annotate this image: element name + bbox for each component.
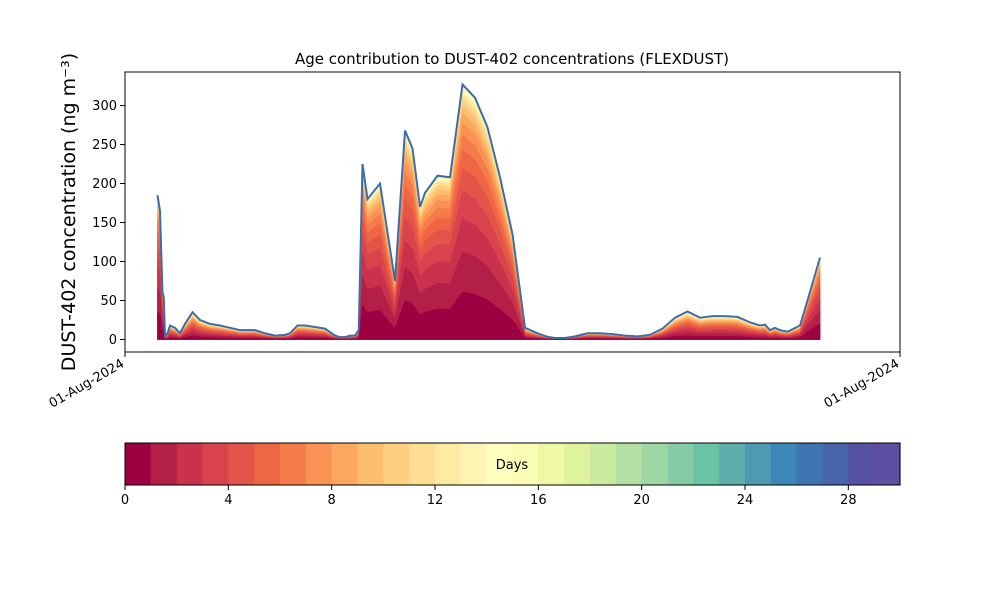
colorbar-segment [280,443,307,485]
plot-frame [124,71,901,353]
colorbar-segment [150,443,178,485]
series-outline [156,82,821,339]
colorbar-segment [357,443,384,485]
colorbar-tick-label: 24 [737,493,754,508]
colorbar-segment [745,443,772,485]
colorbar-segment [512,443,539,485]
stacked-area-layers [157,83,821,340]
y-axis: 0 50 100 150 200 250 300 [92,99,125,348]
colorbar-tick-label: 16 [530,493,547,508]
y-tick-label: 150 [92,216,117,231]
colorbar-segment [254,443,281,485]
y-tick-label: 0 [109,333,117,348]
colorbar-segment [796,443,824,485]
colorbar-segment [590,443,617,485]
colorbar-segment [176,443,204,485]
colorbar-segment [125,443,152,485]
colorbar-segment [641,443,669,485]
colorbar-segment [460,443,488,485]
chart-title: Age contribution to DUST-402 concentrati… [295,50,729,68]
colorbar-frame [124,442,901,486]
x-axis: 01-Aug-2024 01-Aug-2024 [47,352,902,412]
age-band-1 [157,251,821,340]
age-band-0 [157,291,821,340]
colorbar-segment [615,443,643,485]
colorbar-segment [383,443,410,485]
y-tick-label: 200 [92,177,117,192]
colorbar-segment [331,443,359,485]
colorbar-segment [305,443,333,485]
colorbar-tick-label: 20 [633,493,650,508]
colorbar-segment [667,443,694,485]
colorbar-segment [228,443,255,485]
colorbar-segment [693,443,720,485]
x-tick-label: 01-Aug-2024 [822,356,902,411]
colorbar-segment [202,443,229,485]
colorbar-tick-label: 28 [840,493,857,508]
colorbar-segment [564,443,591,485]
y-tick-label: 250 [92,138,117,153]
y-tick-label: 100 [92,255,117,270]
colorbar-segment [538,443,565,485]
colorbar-segment [486,443,514,485]
y-tick-label: 50 [100,294,117,309]
colorbar-segment [770,443,798,485]
colorbar-tick-label: 12 [427,493,444,508]
colorbar-segment [848,443,875,485]
colorbar-segment [719,443,746,485]
y-tick-label: 300 [92,99,117,114]
colorbar-segment [874,443,901,485]
y-axis-label: DUST-402 concentration (ng m⁻³) [58,53,80,371]
colorbar-tick-label: 4 [224,493,232,508]
colorbar-segment [409,443,436,485]
colorbar: 0 4 8 12 16 20 24 28 [121,442,901,508]
colorbar-label: Days [496,458,529,473]
colorbar-segment [822,443,849,485]
colorbar-tick-label: 8 [328,493,336,508]
colorbar-segment [435,443,462,485]
colorbar-tick-label: 0 [121,493,129,508]
